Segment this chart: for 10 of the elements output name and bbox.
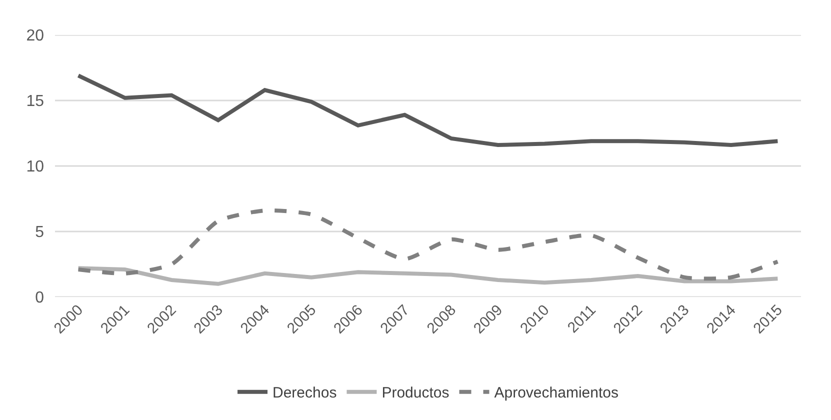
y-tick-label: 15 (26, 93, 44, 110)
legend-label: Derechos (272, 384, 337, 402)
legend-label: Productos (382, 384, 450, 402)
line-series (76, 266, 780, 286)
y-tick-label: 10 (26, 158, 44, 176)
y-tick-label: 5 (35, 224, 44, 242)
y-tick-label: 0 (35, 290, 44, 307)
y-tick-label: 20 (26, 28, 44, 45)
line-series (76, 74, 780, 148)
legend-label: Aprovechamientos (494, 384, 618, 402)
